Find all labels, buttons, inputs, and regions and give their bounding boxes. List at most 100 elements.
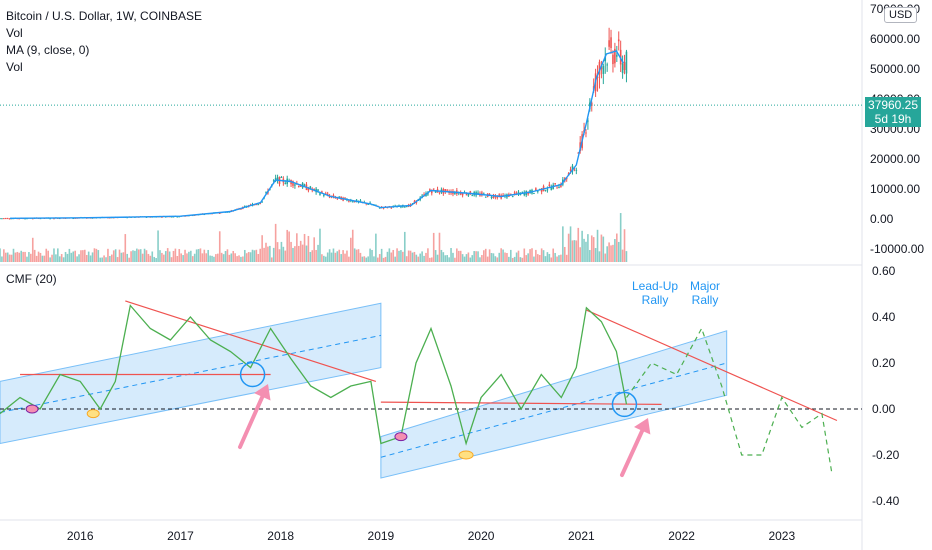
price-candle-body — [598, 61, 601, 75]
study-ma-label[interactable]: MA (9, close, 0) — [6, 43, 90, 57]
volume-bar — [367, 256, 369, 262]
volume-bar — [41, 255, 44, 262]
volume-bar — [249, 252, 252, 262]
annotation-lead-up-rally[interactable]: Lead-Up Rally — [632, 279, 678, 307]
price-candle-body — [276, 177, 279, 181]
volume-bar — [274, 223, 277, 262]
volume-bar — [280, 241, 283, 262]
cmf-title[interactable]: CMF (20) — [6, 272, 57, 286]
currency-button[interactable]: USD — [884, 7, 918, 23]
volume-bar — [554, 252, 556, 262]
volume-bar — [253, 250, 256, 262]
volume-bar — [454, 257, 456, 262]
highlight-circle-2021 — [611, 391, 638, 418]
price-candle-body — [280, 177, 283, 179]
volume-bar — [197, 249, 200, 262]
volume-bar — [342, 250, 344, 262]
volume-bar — [20, 250, 23, 262]
volume-bar — [176, 256, 179, 262]
price-candle-body — [510, 193, 512, 195]
price-candle-body — [378, 207, 381, 209]
volume-bar — [398, 250, 400, 262]
price-candle-body — [446, 189, 448, 191]
volume-bar — [529, 249, 531, 262]
volume-bar — [188, 251, 190, 262]
price-candle-body — [403, 206, 406, 208]
volume-bar — [361, 256, 364, 262]
volume-bar — [99, 257, 102, 262]
volume-bar — [589, 250, 591, 262]
volume-bar — [556, 256, 558, 262]
volume-bar — [623, 229, 626, 262]
indicator-axis-tick: 0.60 — [872, 264, 896, 278]
indicator-axis: 0.60 0.40 0.20 0.00 -0.20 -0.40 — [872, 264, 900, 508]
volume-bar — [456, 248, 458, 262]
volume-bar — [284, 250, 287, 262]
price-candle-body — [259, 203, 262, 205]
volume-bar — [116, 257, 119, 262]
price-candle-body — [324, 193, 327, 195]
volume-bar — [469, 257, 472, 262]
price-candle-body — [606, 64, 608, 66]
price-axis-tick: 20000.00 — [870, 152, 920, 166]
volume-bar — [598, 251, 601, 262]
last-price-tag: 37960.25 5d 19h — [865, 97, 921, 127]
price-candle-body — [616, 55, 618, 57]
channel-right-midline — [380, 362, 727, 458]
volume-bar — [604, 253, 607, 262]
volume-bar — [31, 237, 34, 262]
volume-bar — [386, 251, 389, 262]
volume-bar — [575, 240, 578, 262]
volume-bar — [328, 249, 331, 262]
annotation-major-rally[interactable]: Major Rally — [690, 279, 720, 307]
price-candle-body — [240, 208, 242, 210]
volume-bar — [149, 255, 152, 262]
volume-bar — [168, 251, 171, 262]
volume-bar — [130, 251, 132, 262]
volume-bar — [278, 249, 281, 262]
volume-bar — [172, 250, 175, 262]
volume-bar — [267, 246, 269, 262]
volume-bar — [309, 251, 312, 262]
volume-bar — [10, 254, 13, 262]
volume-bar — [288, 231, 290, 262]
volume-bar — [378, 254, 381, 262]
volume-bar — [515, 252, 518, 262]
marker-yellow-2016 — [86, 409, 100, 419]
volume-bar — [58, 256, 61, 262]
price-candle-body — [429, 189, 431, 192]
volume-bar — [213, 256, 215, 262]
time-axis: 2016 2017 2018 2019 2020 2021 2022 2023 — [67, 529, 796, 543]
volume-bar — [355, 249, 358, 262]
volume-bar — [486, 256, 489, 262]
volume-bar — [101, 257, 103, 262]
price-candle-body — [8, 218, 11, 220]
volume-bar — [180, 253, 182, 262]
volume-bar — [84, 249, 86, 262]
indicator-axis-tick: 0.00 — [872, 402, 896, 416]
volume-bar — [567, 233, 570, 262]
price-candle-body — [292, 181, 294, 186]
volume-bar — [232, 250, 235, 262]
volume-bar — [136, 248, 138, 262]
volume-bar — [608, 242, 610, 262]
indicator-legend: CMF (20) — [6, 271, 57, 288]
volume-bar — [151, 251, 154, 262]
volume-bar — [182, 255, 184, 262]
study-vol-label[interactable]: Vol — [6, 26, 23, 40]
price-candle-body — [390, 207, 393, 209]
volume-bar — [396, 248, 398, 262]
price-candle-body — [617, 39, 620, 42]
volume-bar — [45, 248, 48, 262]
volume-bar — [317, 244, 319, 262]
symbol-title[interactable]: Bitcoin / U.S. Dollar, 1W, COINBASE — [6, 9, 203, 23]
volume-bar — [400, 250, 402, 262]
volume-bar — [563, 246, 566, 262]
volume-bar — [128, 257, 130, 262]
volume-bar — [373, 256, 375, 262]
study-vol2-label[interactable]: Vol — [6, 60, 23, 74]
volume-bar — [78, 254, 80, 262]
volume-bar — [22, 251, 24, 262]
price-candle-body — [307, 188, 310, 191]
